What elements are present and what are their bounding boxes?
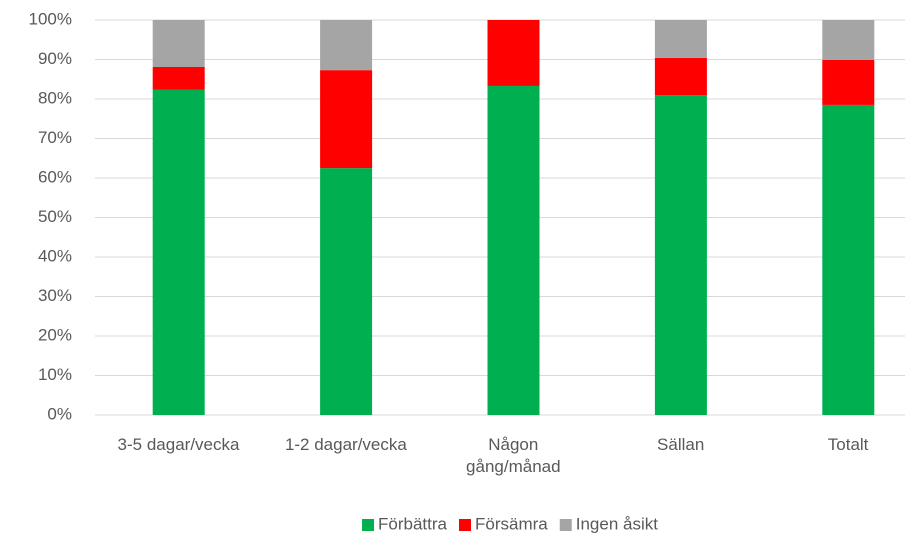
y-tick-label: 30% <box>38 286 72 305</box>
x-tick-label: 1-2 dagar/vecka <box>284 435 407 454</box>
legend-swatch <box>459 519 472 531</box>
bar-segment <box>654 20 707 58</box>
y-tick-label: 50% <box>38 207 72 226</box>
legend-swatch <box>362 519 375 531</box>
bar-segment <box>822 20 875 60</box>
y-tick-label: 40% <box>38 246 72 265</box>
bar-segment <box>152 89 205 416</box>
bar-segment <box>487 85 540 415</box>
bar-segment <box>654 95 707 416</box>
legend-label: Ingen åsikt <box>576 514 658 533</box>
bar-segment <box>822 59 875 105</box>
legend-label: Försämra <box>475 514 548 533</box>
bar-segment <box>152 67 205 90</box>
x-tick-label: Sällan <box>657 435 705 454</box>
y-tick-label: 90% <box>38 49 72 68</box>
bar-segment <box>487 20 540 86</box>
bar-segment <box>320 70 373 169</box>
bar-segment <box>320 168 373 415</box>
y-tick-label: 80% <box>38 88 72 107</box>
y-tick-label: 0% <box>47 404 72 423</box>
y-tick-label: 100% <box>29 9 72 28</box>
legend-label: Förbättra <box>378 514 448 533</box>
y-tick-label: 60% <box>38 167 72 186</box>
x-tick-label: 3-5 dagar/vecka <box>117 435 240 454</box>
bar-segment <box>654 57 707 96</box>
y-tick-label: 10% <box>38 365 72 384</box>
bar-segment <box>320 20 373 71</box>
y-tick-label: 70% <box>38 128 72 147</box>
legend-swatch <box>559 519 572 531</box>
bar-segment <box>822 104 875 416</box>
bar-segment <box>152 20 205 68</box>
x-tick-label: Totalt <box>827 435 869 454</box>
x-tick-label: Någon gång/månad <box>466 435 561 476</box>
y-tick-label: 20% <box>38 325 72 344</box>
